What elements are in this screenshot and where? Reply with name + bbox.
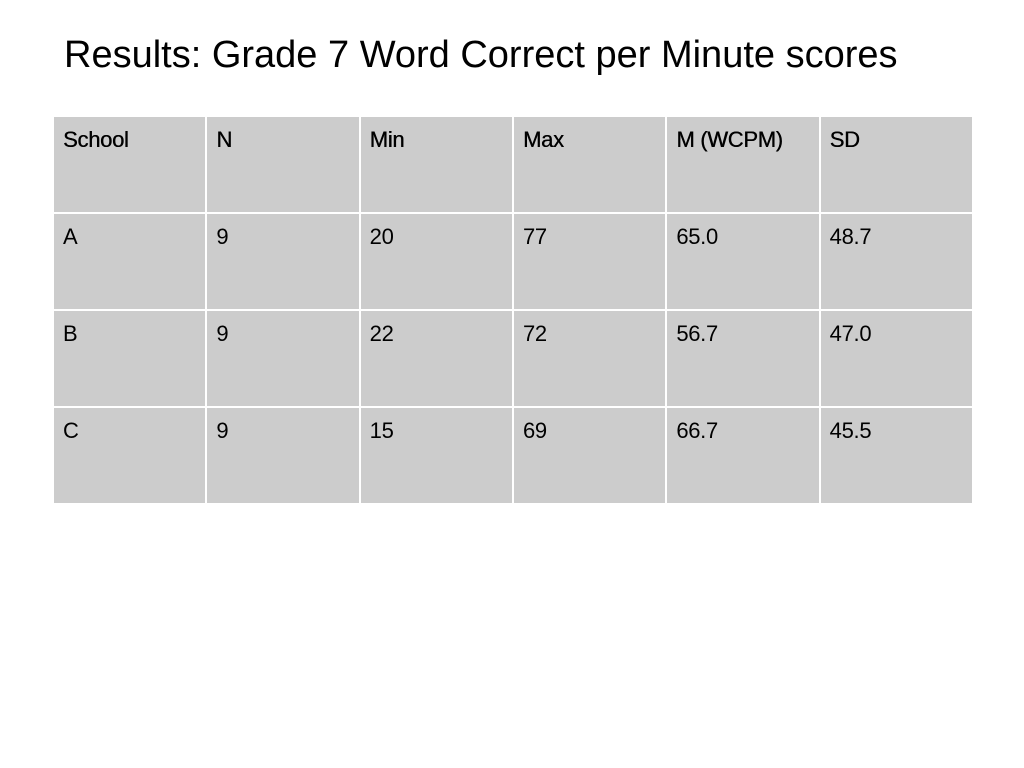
cell-school: B	[51, 309, 208, 408]
header-n: N	[205, 115, 361, 214]
header-min: Min	[358, 115, 514, 214]
cell-n: 9	[205, 309, 361, 408]
cell-sd: 47.0	[818, 309, 975, 408]
table-row: A 9 20 77 65.0 48.7	[51, 212, 975, 311]
cell-min: 15	[358, 406, 514, 505]
header-max: Max	[511, 115, 668, 214]
cell-min: 20	[358, 212, 514, 311]
header-school: School	[51, 115, 208, 214]
cell-mean-wcpm: 56.7	[665, 309, 821, 408]
cell-max: 69	[511, 406, 668, 505]
cell-sd: 45.5	[818, 406, 975, 505]
cell-sd: 48.7	[818, 212, 975, 311]
cell-max: 72	[511, 309, 668, 408]
cell-min: 22	[358, 309, 514, 408]
table-row: C 9 15 69 66.7 45.5	[51, 406, 975, 505]
slide-title: Results: Grade 7 Word Correct per Minute…	[64, 34, 898, 76]
cell-school: C	[51, 406, 208, 505]
results-table: School N Min Max M (WCPM) SD A 9 20 77 6…	[51, 115, 975, 505]
cell-max: 77	[511, 212, 668, 311]
table-row: B 9 22 72 56.7 47.0	[51, 309, 975, 408]
cell-school: A	[51, 212, 208, 311]
cell-n: 9	[205, 406, 361, 505]
cell-mean-wcpm: 65.0	[665, 212, 821, 311]
cell-mean-wcpm: 66.7	[665, 406, 821, 505]
cell-n: 9	[205, 212, 361, 311]
header-mean-wcpm: M (WCPM)	[665, 115, 821, 214]
header-sd: SD	[818, 115, 975, 214]
table-header-row: School N Min Max M (WCPM) SD	[51, 115, 975, 214]
